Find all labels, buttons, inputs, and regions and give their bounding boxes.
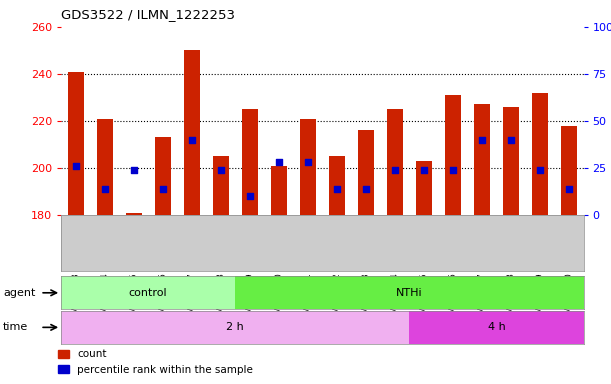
Text: GDS3522 / ILMN_1222253: GDS3522 / ILMN_1222253: [61, 8, 235, 21]
Bar: [409, 311, 584, 344]
Point: [477, 137, 487, 143]
Point: [274, 159, 284, 166]
Bar: [503, 107, 519, 215]
Point: [361, 185, 371, 192]
Bar: [561, 126, 577, 215]
Bar: [235, 276, 584, 309]
Point: [158, 185, 167, 192]
Bar: [445, 95, 461, 215]
Text: 4 h: 4 h: [488, 322, 505, 333]
Point: [448, 167, 458, 173]
Text: 2 h: 2 h: [226, 322, 244, 333]
Bar: [61, 276, 235, 309]
Bar: [387, 109, 403, 215]
Text: NTHi: NTHi: [396, 288, 423, 298]
Bar: [329, 156, 345, 215]
Legend: count, percentile rank within the sample: count, percentile rank within the sample: [54, 345, 257, 379]
Bar: [271, 166, 287, 215]
Point: [535, 167, 545, 173]
Bar: [213, 156, 229, 215]
Bar: [184, 50, 200, 215]
Point: [245, 193, 255, 199]
Bar: [97, 119, 112, 215]
Bar: [474, 104, 490, 215]
Point: [506, 137, 516, 143]
Bar: [300, 119, 316, 215]
Bar: [532, 93, 548, 215]
Bar: [242, 109, 258, 215]
Bar: [358, 131, 374, 215]
Text: time: time: [3, 322, 28, 333]
Point: [332, 185, 342, 192]
Bar: [61, 311, 409, 344]
Point: [216, 167, 225, 173]
Text: agent: agent: [3, 288, 35, 298]
Text: control: control: [129, 288, 167, 298]
Point: [419, 167, 429, 173]
Point: [390, 167, 400, 173]
Point: [100, 185, 109, 192]
Point: [71, 163, 81, 169]
Bar: [155, 137, 170, 215]
Bar: [416, 161, 432, 215]
Point: [187, 137, 197, 143]
Bar: [68, 71, 84, 215]
Point: [564, 185, 574, 192]
Point: [129, 167, 139, 173]
Point: [303, 159, 313, 166]
Bar: [126, 213, 142, 215]
